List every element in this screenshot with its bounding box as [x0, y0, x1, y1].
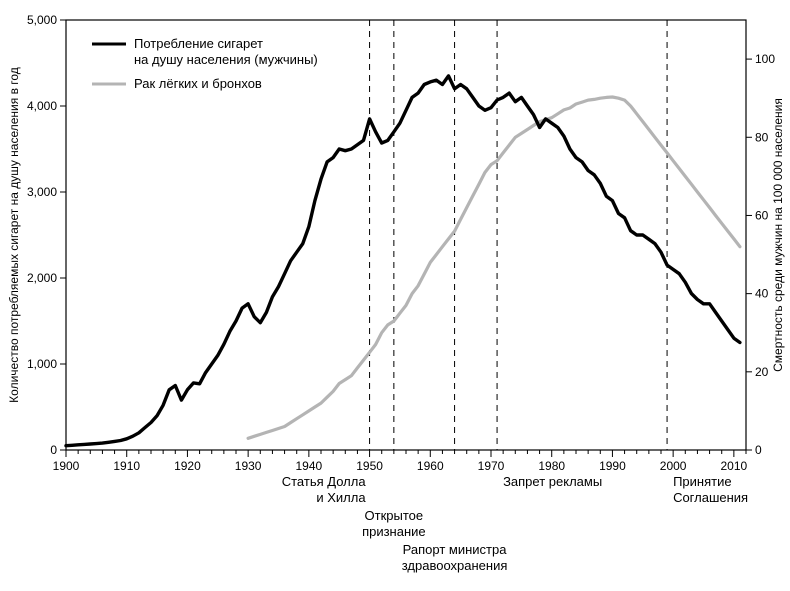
y-right-tick-label: 20 — [755, 365, 769, 379]
x-tick-label: 2000 — [660, 459, 687, 473]
x-tick-label: 2010 — [721, 459, 748, 473]
event-label: здравоохранения — [402, 558, 508, 573]
y-right-tick-label: 100 — [755, 52, 775, 66]
event-label: Открытое — [365, 508, 424, 523]
x-tick-label: 1900 — [53, 459, 80, 473]
y-left-axis-title: Количество потребляемых сигарет на душу … — [7, 67, 21, 403]
legend-label: Потребление сигарет — [134, 36, 263, 51]
y-left-tick-label: 1,000 — [27, 357, 57, 371]
event-label: Рапорт министра — [403, 542, 508, 557]
y-right-tick-label: 60 — [755, 208, 769, 222]
event-label: Принятие — [673, 474, 732, 489]
x-tick-label: 1920 — [174, 459, 201, 473]
x-tick-label: 1930 — [235, 459, 262, 473]
x-tick-label: 1960 — [417, 459, 444, 473]
x-tick-label: 1950 — [356, 459, 383, 473]
event-label: признание — [362, 524, 426, 539]
y-left-tick-label: 3,000 — [27, 185, 57, 199]
x-tick-label: 1980 — [538, 459, 565, 473]
y-left-tick-label: 0 — [50, 443, 57, 457]
x-tick-label: 1910 — [113, 459, 140, 473]
y-right-tick-label: 80 — [755, 130, 769, 144]
event-label: Статья Долла — [282, 474, 367, 489]
x-tick-label: 1940 — [296, 459, 323, 473]
chart-container: 1900 1910 1920 1930 1940 1950 1960 1970 1980 1990… — [0, 0, 790, 591]
y-right-axis-title: Смертность среди мужчин на 100 000 насел… — [771, 98, 785, 372]
y-left-tick-label: 4,000 — [27, 99, 57, 113]
x-tick-label: 1970 — [478, 459, 505, 473]
event-label: Соглашения — [673, 490, 748, 505]
legend-label: Рак лёгких и бронхов — [134, 76, 262, 91]
event-label: Запрет рекламы — [503, 474, 602, 489]
legend-label: на душу населения (мужчины) — [134, 52, 318, 67]
y-left-tick-label: 5,000 — [27, 13, 57, 27]
chart-bg — [0, 0, 790, 591]
y-right-tick-label: 0 — [755, 443, 762, 457]
x-tick-label: 1990 — [599, 459, 626, 473]
chart-svg: 1900 1910 1920 1930 1940 1950 1960 1970 1980 1990… — [0, 0, 790, 591]
event-label: и Хилла — [316, 490, 366, 505]
y-right-tick-label: 40 — [755, 287, 769, 301]
y-left-tick-label: 2,000 — [27, 271, 57, 285]
